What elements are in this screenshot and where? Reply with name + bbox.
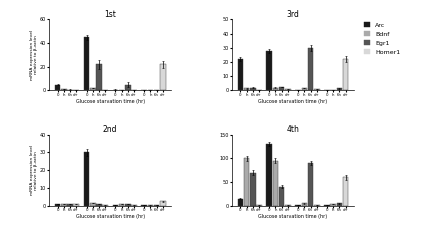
Bar (336, 88, 342, 91)
Bar (267, 51, 272, 91)
Bar (147, 205, 153, 206)
Bar (295, 205, 301, 206)
Bar (61, 204, 67, 206)
Bar (142, 90, 147, 91)
Title: 3rd: 3rd (287, 10, 299, 19)
Bar (84, 152, 90, 206)
Bar (324, 205, 330, 206)
Bar (67, 90, 73, 91)
X-axis label: Glucose starvation time (hr): Glucose starvation time (hr) (76, 99, 145, 104)
Bar (154, 90, 159, 91)
Bar (343, 177, 349, 206)
Bar (285, 205, 291, 206)
Bar (160, 64, 166, 91)
Bar (55, 84, 60, 91)
Bar (279, 87, 284, 91)
Bar (147, 90, 153, 91)
Bar (142, 205, 147, 206)
Bar (302, 88, 307, 91)
Bar (102, 90, 108, 91)
Bar (131, 90, 137, 91)
Bar (336, 203, 342, 206)
Bar (55, 204, 60, 206)
X-axis label: Glucose starvation time (hr): Glucose starvation time (hr) (258, 99, 327, 104)
Bar (314, 89, 319, 91)
Bar (244, 158, 250, 206)
Bar (67, 204, 73, 206)
Bar (112, 90, 118, 91)
Bar (96, 64, 102, 91)
Bar (330, 90, 336, 91)
Bar (61, 89, 67, 91)
Title: 4th: 4th (287, 125, 299, 134)
Bar (295, 90, 301, 91)
Bar (314, 205, 319, 206)
Bar (90, 203, 95, 206)
Bar (84, 37, 90, 91)
Bar (256, 205, 262, 206)
Bar (73, 204, 79, 206)
Bar (273, 88, 278, 91)
Bar (73, 90, 79, 91)
Bar (279, 187, 284, 206)
Legend: Arc, Bdnf, Egr1, Homer1: Arc, Bdnf, Egr1, Homer1 (363, 21, 401, 55)
Bar (302, 203, 307, 206)
Bar (250, 173, 256, 206)
Bar (273, 161, 278, 206)
Bar (250, 88, 256, 91)
Bar (125, 84, 130, 91)
X-axis label: Glucose starvation time (hr): Glucose starvation time (hr) (76, 214, 145, 219)
Bar (256, 90, 262, 91)
Bar (154, 205, 159, 206)
Bar (237, 199, 243, 206)
Title: 1st: 1st (104, 10, 116, 19)
Bar (285, 89, 291, 91)
X-axis label: Glucose starvation time (hr): Glucose starvation time (hr) (258, 214, 327, 219)
Bar (119, 204, 125, 206)
Y-axis label: mRNA expression level
relative to β-actin: mRNA expression level relative to β-acti… (30, 145, 38, 195)
Y-axis label: mRNA expression level
relative to β-actin: mRNA expression level relative to β-acti… (30, 30, 38, 80)
Bar (102, 205, 108, 206)
Bar (96, 204, 102, 206)
Bar (324, 90, 330, 91)
Title: 2nd: 2nd (103, 125, 117, 134)
Bar (343, 59, 349, 91)
Bar (90, 88, 95, 91)
Bar (131, 205, 137, 206)
Bar (244, 88, 250, 91)
Bar (308, 163, 313, 206)
Bar (308, 48, 313, 91)
Bar (112, 205, 118, 206)
Bar (330, 204, 336, 206)
Bar (237, 59, 243, 91)
Bar (125, 204, 130, 206)
Bar (119, 90, 125, 91)
Bar (160, 201, 166, 206)
Bar (267, 144, 272, 206)
